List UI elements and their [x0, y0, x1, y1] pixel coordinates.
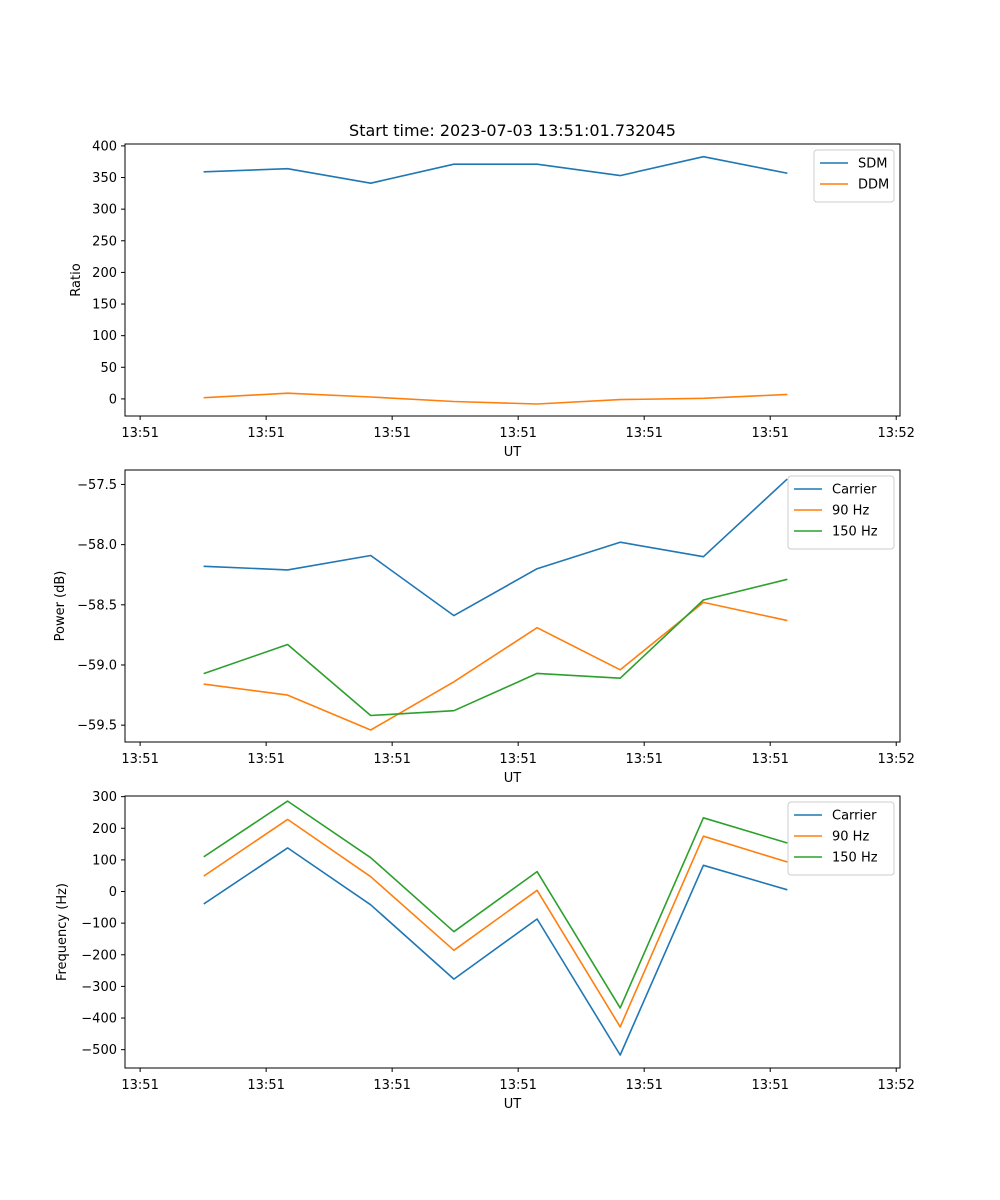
y-tick-label: 100 — [92, 853, 117, 868]
series-line-150-hz — [203, 800, 788, 1009]
x-tick-label: 13:51 — [373, 426, 410, 441]
y-axis-label: Power (dB) — [53, 571, 68, 642]
y-tick-label: 400 — [92, 139, 117, 154]
x-tick-label: 13:51 — [121, 1078, 158, 1093]
chart-title: Start time: 2023-07-03 13:51:01.732045 — [349, 121, 676, 140]
x-tick-label: 13:52 — [877, 1078, 914, 1093]
y-tick-label: −58.5 — [77, 598, 117, 613]
legend-label: 90 Hz — [832, 504, 869, 519]
x-tick-label: 13:51 — [499, 1078, 536, 1093]
series-line-sdm — [203, 155, 788, 184]
y-tick-label: −100 — [81, 917, 117, 932]
series-line-ddm — [203, 392, 788, 405]
x-tick-label: 13:51 — [247, 1078, 284, 1093]
series-line-carrier — [203, 847, 788, 1056]
x-axis-label: UT — [504, 1097, 522, 1112]
x-tick-label: 13:51 — [247, 426, 284, 441]
y-tick-label: 200 — [92, 266, 117, 281]
axes-frame — [124, 469, 901, 743]
y-tick-label: 350 — [92, 171, 117, 186]
y-tick-label: −58.0 — [77, 538, 117, 553]
x-tick-label: 13:51 — [121, 426, 158, 441]
legend-label: 150 Hz — [832, 851, 878, 866]
x-tick-label: 13:51 — [121, 752, 158, 767]
x-tick-label: 13:51 — [625, 426, 662, 441]
x-tick-label: 13:51 — [373, 752, 410, 767]
y-tick-label: 150 — [92, 298, 117, 313]
legend: SDM DDM — [813, 149, 895, 203]
axes-frame — [124, 795, 901, 1069]
x-tick-label: 13:52 — [877, 752, 914, 767]
y-axis-label: Ratio — [69, 263, 84, 296]
y-tick-label: −400 — [81, 1012, 117, 1027]
y-tick-label: −300 — [81, 980, 117, 995]
y-tick-label: −59.0 — [77, 658, 117, 673]
y-tick-label: 0 — [109, 392, 117, 407]
legend-label: DDM — [858, 178, 889, 193]
y-tick-label: 200 — [92, 822, 117, 837]
x-axis-label: UT — [504, 445, 522, 460]
y-axis-label: Frequency (Hz) — [55, 883, 70, 981]
x-tick-label: 13:51 — [247, 752, 284, 767]
x-axis-label: UT — [504, 771, 522, 786]
x-tick-label: 13:51 — [499, 752, 536, 767]
axes-frame — [124, 143, 901, 417]
chart-panel-3: −500 −400 −300 −200 −100 0 100 200 300 13:51 13:51… — [55, 790, 915, 1112]
y-tick-label: −500 — [81, 1043, 117, 1058]
x-tick-label: 13:51 — [625, 752, 662, 767]
y-tick-label: 300 — [92, 790, 117, 805]
legend: Carrier 90 Hz 150 Hz — [787, 475, 895, 550]
legend-label: Carrier — [832, 483, 877, 498]
x-tick-label: 13:51 — [751, 426, 788, 441]
y-tick-label: 0 — [109, 885, 117, 900]
y-tick-label: 250 — [92, 234, 117, 249]
series-line-90-hz — [203, 818, 788, 1028]
chart-panel-1: 0 50 100 150 200 250 300 350 400 13:51 13:51 13:51 1… — [69, 121, 915, 460]
x-tick-label: 13:51 — [373, 1078, 410, 1093]
x-tick-label: 13:51 — [499, 426, 536, 441]
chart-panel-2: −59.5 −59.0 −58.5 −58.0 −57.5 13:51 13:51 13:51… — [53, 469, 915, 786]
y-tick-label: −57.5 — [77, 478, 117, 493]
y-tick-label: −200 — [81, 948, 117, 963]
series-line-carrier — [203, 478, 788, 617]
y-tick-label: 100 — [92, 329, 117, 344]
x-tick-label: 13:51 — [751, 1078, 788, 1093]
y-tick-label: −59.5 — [77, 719, 117, 734]
legend-label: Carrier — [832, 809, 877, 824]
y-tick-label: 300 — [92, 203, 117, 218]
legend-label: 150 Hz — [832, 525, 878, 540]
x-tick-label: 13:51 — [751, 752, 788, 767]
legend-label: SDM — [858, 157, 887, 172]
y-tick-label: 50 — [100, 361, 117, 376]
legend-label: 90 Hz — [832, 830, 869, 845]
series-line-150-hz — [203, 578, 788, 717]
x-tick-label: 13:51 — [625, 1078, 662, 1093]
x-tick-label: 13:52 — [877, 426, 914, 441]
legend: Carrier 90 Hz 150 Hz — [787, 801, 895, 876]
